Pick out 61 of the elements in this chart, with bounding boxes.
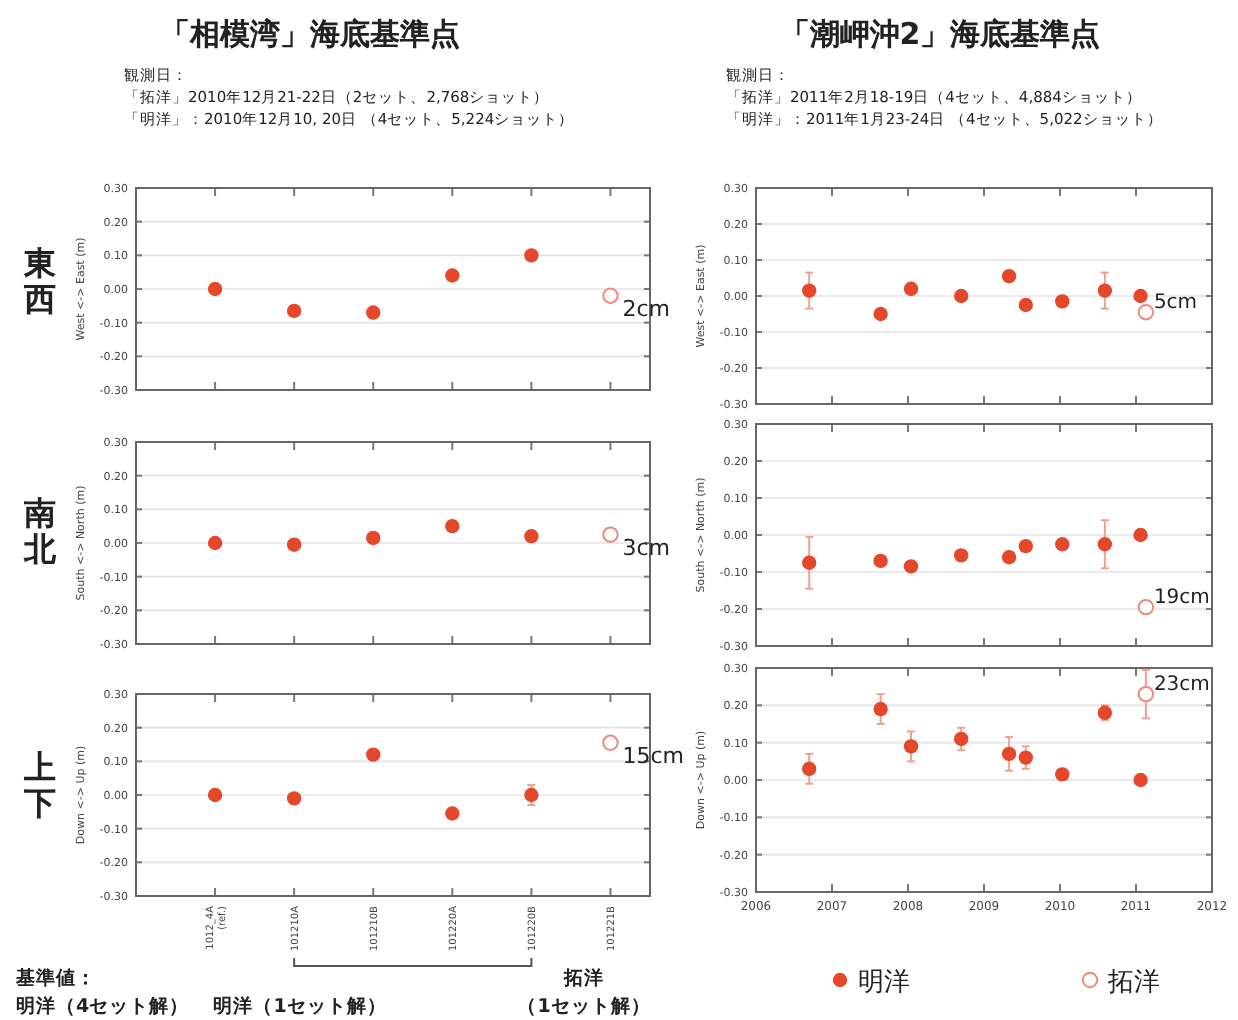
point xyxy=(286,537,302,552)
point xyxy=(1001,746,1017,762)
point xyxy=(524,248,539,263)
text: 拓洋 xyxy=(562,966,604,990)
text: 明洋（1セット解） xyxy=(213,994,387,1018)
point xyxy=(873,701,888,717)
point xyxy=(1055,537,1070,552)
legend-label: 拓洋 xyxy=(1106,968,1160,998)
point xyxy=(1097,283,1113,298)
annotation: 5cm xyxy=(1153,292,1198,315)
point xyxy=(445,806,460,821)
point xyxy=(954,548,969,563)
point xyxy=(1018,297,1033,313)
point xyxy=(1001,550,1017,565)
point xyxy=(366,530,381,546)
point xyxy=(286,791,302,806)
point xyxy=(873,553,888,569)
legend-label: 明洋 xyxy=(858,968,910,998)
point xyxy=(1097,537,1113,552)
point xyxy=(873,306,888,322)
point xyxy=(1055,294,1070,309)
point xyxy=(524,787,539,803)
point xyxy=(802,555,817,570)
point xyxy=(286,303,302,319)
point xyxy=(445,518,460,534)
text: 基準値： xyxy=(14,966,96,990)
annotation: 23cm xyxy=(1153,674,1210,697)
point xyxy=(602,287,619,304)
point xyxy=(445,268,460,283)
point xyxy=(602,734,619,752)
annotation: 19cm xyxy=(1153,587,1210,610)
point xyxy=(1133,772,1148,788)
point xyxy=(1001,269,1017,284)
point xyxy=(802,761,817,776)
point xyxy=(366,305,381,320)
text: 上下 xyxy=(22,748,56,822)
point xyxy=(1137,685,1155,703)
point xyxy=(1133,527,1148,543)
point xyxy=(903,281,919,296)
text: 明洋（4セット解） xyxy=(16,994,190,1018)
point xyxy=(954,288,969,304)
point xyxy=(1133,288,1148,304)
text: 東西 xyxy=(22,244,58,318)
point xyxy=(1018,750,1033,765)
point xyxy=(1137,598,1155,616)
chart-title: 「潮岬沖2」海底基準点 xyxy=(779,16,1101,52)
point xyxy=(524,529,539,544)
point xyxy=(207,535,223,551)
point xyxy=(366,747,381,762)
text: 南北 xyxy=(22,494,58,568)
point xyxy=(207,787,223,803)
point xyxy=(602,526,619,543)
point xyxy=(1018,538,1033,554)
point xyxy=(207,281,223,297)
point xyxy=(903,559,919,574)
chart-title: 「相模湾」海底基準点 xyxy=(160,16,460,52)
text: （1セット解） xyxy=(517,994,651,1018)
point xyxy=(1137,304,1155,321)
point xyxy=(954,731,969,747)
point xyxy=(802,283,817,298)
point xyxy=(903,739,919,754)
